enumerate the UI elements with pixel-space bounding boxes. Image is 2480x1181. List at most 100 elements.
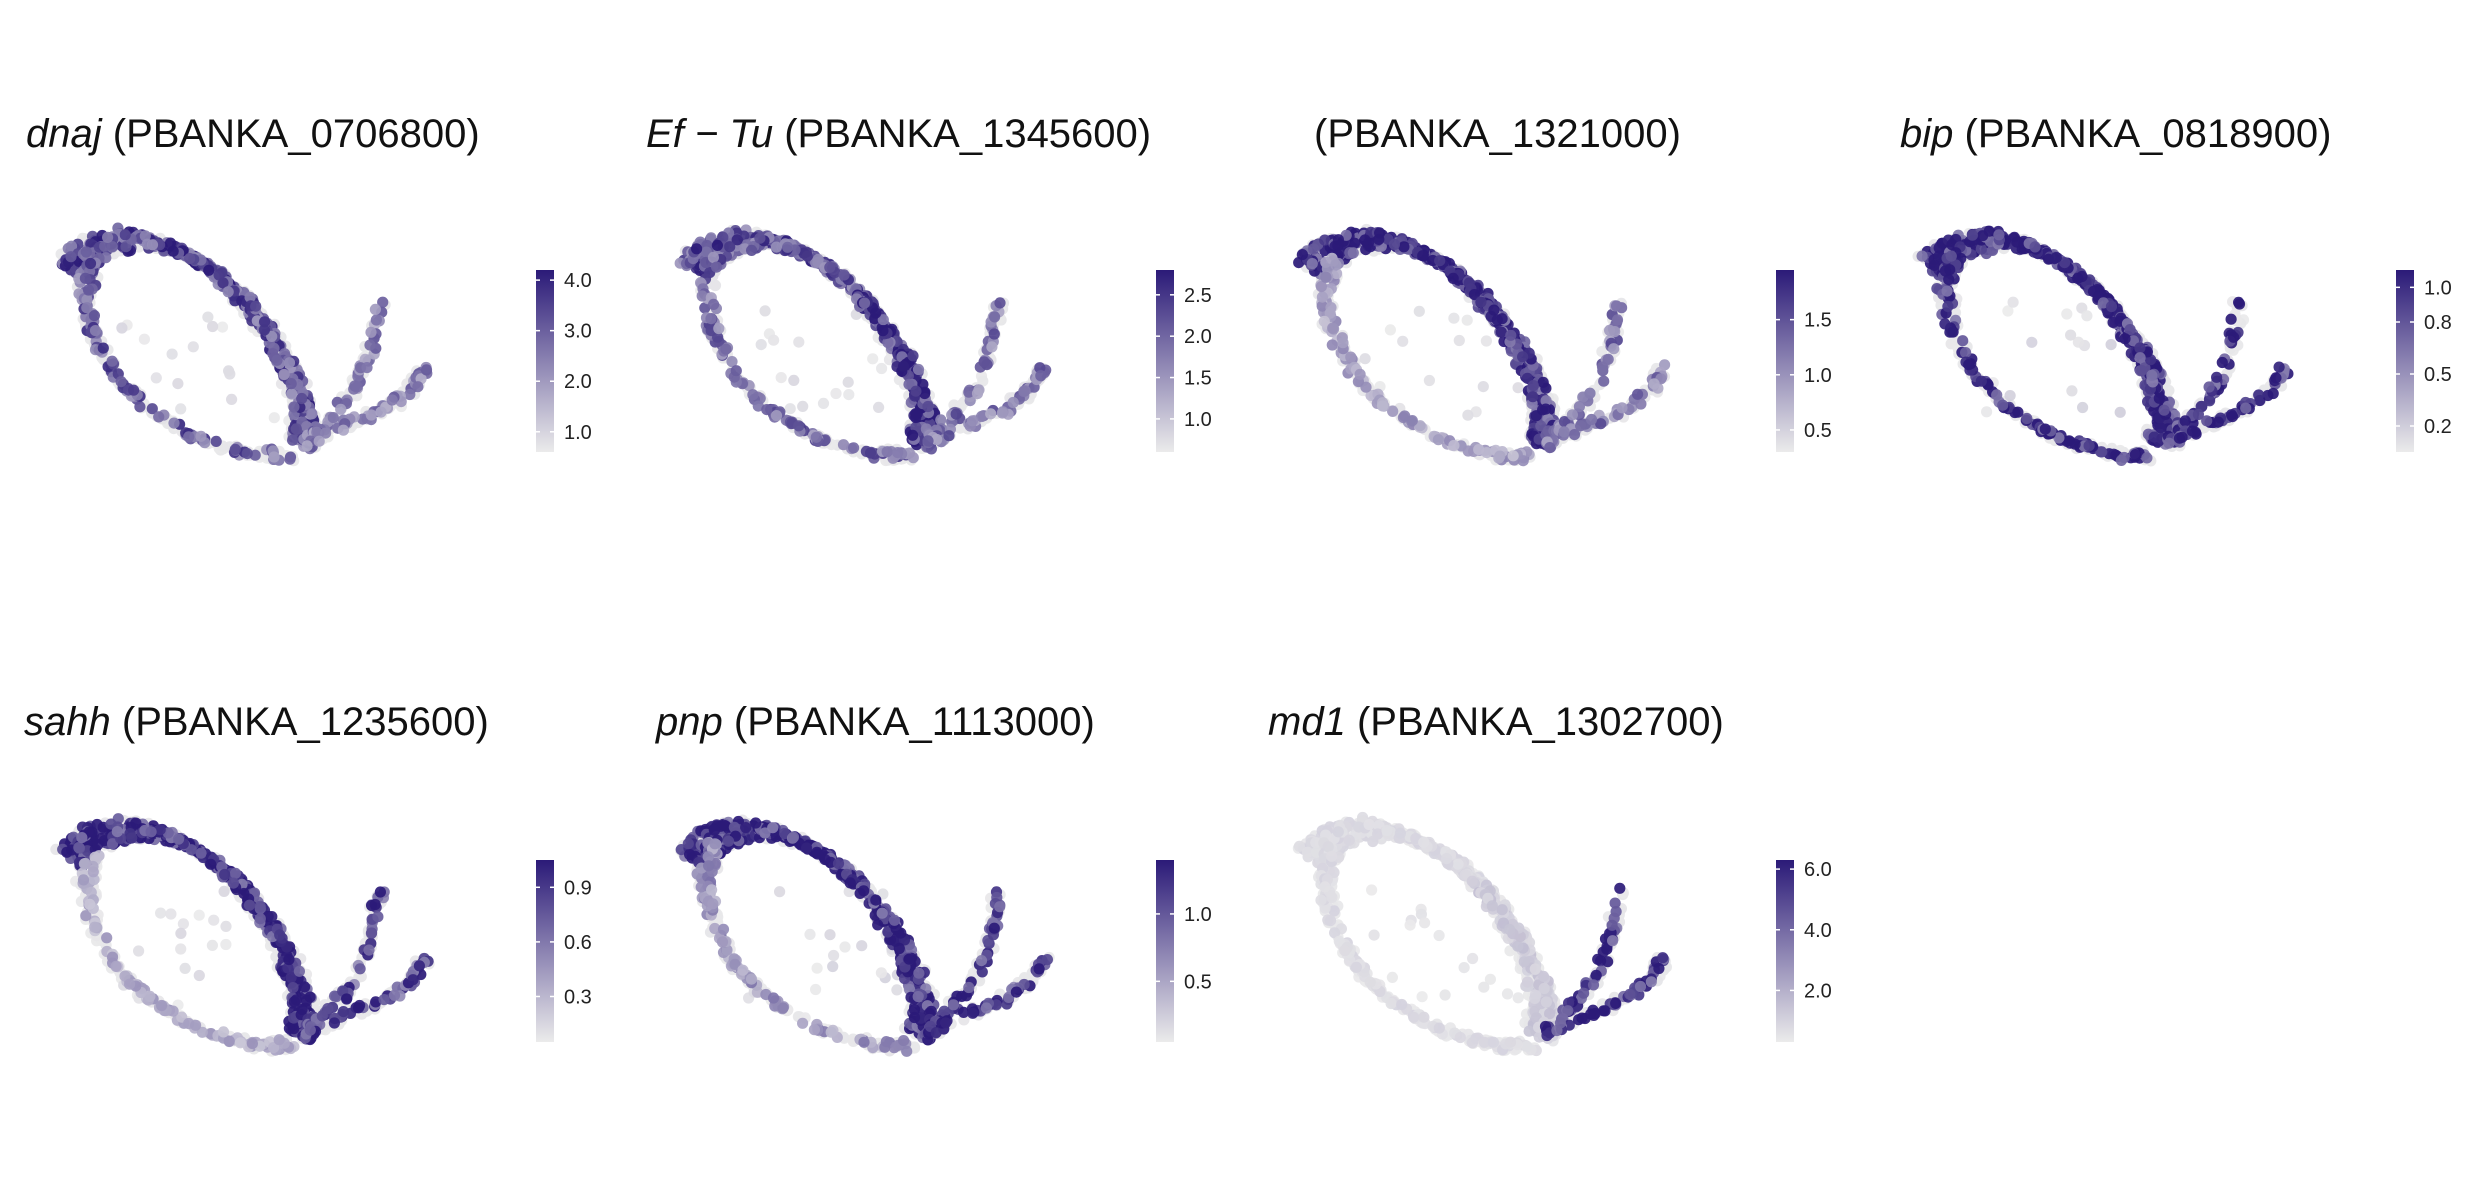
right-arm-cell-point xyxy=(922,400,934,413)
umap-scatter-plot: 0.20.50.81.0 xyxy=(1912,225,2452,467)
bottom-arc-cell-point xyxy=(1320,271,1332,283)
bottom-arc-cell-point xyxy=(730,365,742,377)
bottom-arc-cell-point xyxy=(1991,389,2003,401)
bottom-arc-cell-point xyxy=(79,272,91,284)
right-arm-cell-point xyxy=(877,325,889,337)
bottom-arc-cell-point xyxy=(2053,432,2065,444)
bottom-arc-cell-point xyxy=(268,451,280,463)
bottom-arc-cell-point xyxy=(229,443,241,455)
bottom-arc-cell-point xyxy=(848,442,860,454)
bottom-arc-cell-point xyxy=(1330,259,1342,271)
right-arm-cell-point xyxy=(1540,403,1552,415)
interior-cell-point xyxy=(2007,296,2019,308)
bottom-arc-cell-point xyxy=(720,343,732,355)
branch-cell-point xyxy=(988,328,1000,340)
top-arc-cell-point xyxy=(1447,272,1459,284)
branch-cell-point xyxy=(369,303,381,315)
bottom-arc-cell-point xyxy=(892,447,904,459)
interior-cell-point xyxy=(867,353,879,365)
interior-cell-point xyxy=(224,368,236,380)
right-arm-cell-point xyxy=(2136,365,2148,377)
right-arm-cell-point xyxy=(858,297,871,309)
branch-cell-point xyxy=(1568,429,1581,441)
branch-cell-point xyxy=(985,408,997,420)
bottom-arc-cell-point xyxy=(1432,434,1444,446)
interior-cell-point xyxy=(1477,381,1489,393)
top-arc-cell-point xyxy=(838,269,850,281)
interior-cell-point xyxy=(268,412,280,424)
panel-title: sahh (PBANKA_1235600) xyxy=(24,700,489,745)
panel-title: bip (PBANKA_0818900) xyxy=(1900,112,2331,157)
gene-id: (PBANKA_1321000) xyxy=(1314,112,1681,156)
branch-cell-point xyxy=(1575,420,1587,432)
colorbar xyxy=(1156,270,1174,452)
umap-scatter-plot: 0.30.60.9 xyxy=(50,813,592,1057)
umap-scatter-plot: 0.51.01.5 xyxy=(1293,223,1832,467)
interior-cell-point xyxy=(775,372,787,384)
interior-cell-point xyxy=(873,401,885,413)
bottom-arc-cell-point xyxy=(1326,339,1338,351)
background-cell-point xyxy=(709,280,721,292)
right-arm-cell-point xyxy=(2155,422,2167,434)
panel-title: Ef − Tu (PBANKA_1345600) xyxy=(646,112,1151,157)
right-arm-cell-point xyxy=(296,392,308,405)
right-arm-cell-point xyxy=(912,363,925,376)
interior-cell-point xyxy=(1448,312,1460,324)
bottom-arc-cell-point xyxy=(1316,300,1328,312)
bottom-arc-cell-point xyxy=(134,401,146,413)
bottom-arc-cell-point xyxy=(2129,449,2141,461)
background-cell-point xyxy=(1596,346,1608,358)
branch-cell-point xyxy=(2253,389,2265,401)
top-arc-cell-point xyxy=(1928,259,1940,271)
branch-cell-point xyxy=(1635,398,1647,410)
bottom-arc-cell-point xyxy=(1448,439,1460,452)
gene-name: sahh xyxy=(24,700,111,744)
panel-dnaj: dnaj (PBANKA_0706800) 1.0 2.0 3.0 4.0 xyxy=(0,0,600,467)
top-arc-cell-point xyxy=(119,229,131,241)
right-arm-cell-point xyxy=(271,354,283,366)
interior-cell-point xyxy=(759,305,771,317)
bottom-arc-cell-point xyxy=(2069,438,2081,450)
colorbar-tick-label: 1.5 xyxy=(1804,310,1832,332)
branch-cell-point xyxy=(377,296,389,308)
branch-cell-point xyxy=(931,433,943,446)
bottom-arc-cell-point xyxy=(810,431,822,443)
bottom-arc-cell-point xyxy=(726,356,738,368)
branch-cell-point xyxy=(1632,388,1644,400)
interior-cell-point xyxy=(1461,314,1473,326)
branch-cell-point xyxy=(320,427,332,439)
branch-cell-point xyxy=(973,384,985,396)
branch-cell-point xyxy=(357,413,369,425)
interior-cell-point xyxy=(1413,305,1425,317)
bottom-arc-cell-point xyxy=(1941,285,1953,297)
branch-cell-point xyxy=(1596,361,1609,373)
bottom-arc-cell-point xyxy=(115,376,127,388)
interior-cell-point xyxy=(2066,385,2078,397)
interior-cell-point xyxy=(842,376,854,388)
right-arm-cell-point xyxy=(882,336,894,349)
branch-cell-point xyxy=(370,314,382,326)
right-arm-cell-point xyxy=(1517,351,1529,363)
branch-cell-point xyxy=(2204,395,2216,407)
right-arm-cell-point xyxy=(910,408,922,420)
colorbar xyxy=(2396,270,2414,452)
branch-cell-point xyxy=(1007,396,1019,409)
interior-cell-point xyxy=(187,341,199,353)
top-arc-cell-point xyxy=(824,261,836,273)
right-arm-cell-point xyxy=(266,330,278,342)
branch-cell-point xyxy=(2226,411,2239,423)
bottom-arc-cell-point xyxy=(195,430,207,442)
bottom-arc-cell-point xyxy=(1321,263,1333,275)
right-arm-cell-point xyxy=(288,401,300,413)
bottom-arc-cell-point xyxy=(168,417,180,429)
bottom-arc-cell-point xyxy=(1975,375,1987,387)
interior-cell-point xyxy=(788,374,800,386)
gene-id: (PBANKA_1345600) xyxy=(784,112,1152,156)
right-arm-cell-point xyxy=(244,291,256,303)
right-arm-cell-point xyxy=(306,408,318,420)
colorbar-tick-label: 1.0 xyxy=(2424,277,2452,299)
interior-cell-point xyxy=(226,393,238,405)
right-arm-cell-point xyxy=(286,388,298,400)
bottom-arc-cell-point xyxy=(1963,359,1975,371)
